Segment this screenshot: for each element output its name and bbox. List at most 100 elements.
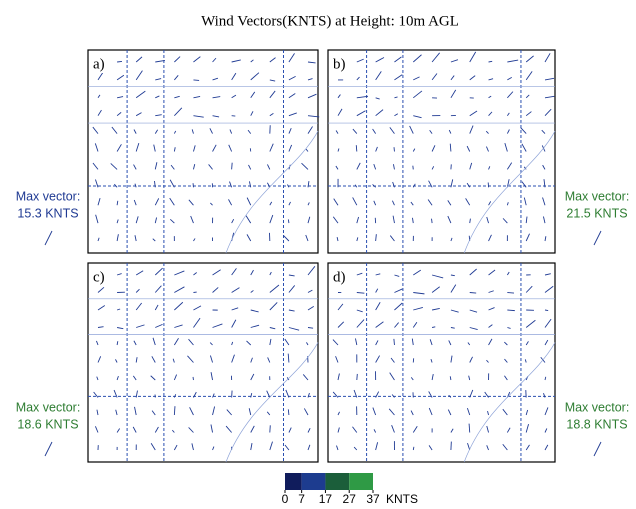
wind-vector — [305, 148, 309, 152]
wind-vector — [337, 148, 340, 152]
coastline — [463, 131, 556, 254]
wind-vector — [246, 234, 252, 242]
wind-vector — [135, 390, 138, 398]
wind-vector — [543, 393, 546, 398]
wind-vector — [468, 375, 471, 381]
wind-vector — [133, 164, 137, 170]
wind-vector — [169, 197, 175, 206]
wind-vector — [504, 358, 508, 363]
wind-vector — [174, 56, 181, 63]
wind-vector — [113, 389, 118, 398]
wind-vector — [356, 76, 360, 81]
wind-vector — [225, 425, 232, 433]
wind-vector — [307, 181, 310, 188]
colorbar-tick-label: 17 — [319, 492, 333, 506]
wind-vector — [450, 274, 455, 277]
wind-vector — [110, 163, 118, 170]
wind-vector — [305, 234, 309, 242]
wind-vector — [250, 357, 253, 363]
wind-vector — [283, 235, 290, 242]
wind-vector — [488, 78, 494, 81]
wind-vector — [212, 287, 219, 293]
colorbar-segment — [301, 473, 326, 490]
wind-vector — [288, 75, 296, 81]
wind-vector — [250, 425, 255, 433]
wind-vector — [544, 318, 552, 328]
coastline — [225, 131, 319, 254]
wind-vector — [174, 324, 183, 328]
wind-vector — [469, 218, 471, 224]
wind-vector — [541, 129, 546, 134]
wind-vector — [335, 165, 339, 170]
wind-vector — [486, 146, 489, 152]
panel-frame — [327, 262, 556, 463]
wind-vector — [506, 271, 510, 276]
wind-vector — [116, 200, 119, 206]
wind-vector — [392, 181, 395, 188]
wind-vector — [524, 359, 527, 363]
wind-vector — [525, 423, 529, 433]
wind-vector — [394, 274, 400, 277]
wind-vector — [413, 306, 423, 311]
wind-vector — [212, 144, 217, 152]
wind-vector — [152, 238, 156, 242]
wind-vector — [335, 130, 339, 134]
wind-vector — [467, 342, 471, 346]
wind-vector — [247, 129, 252, 134]
wind-vector — [307, 444, 311, 451]
wind-vector — [507, 91, 514, 99]
wind-vector — [449, 376, 452, 381]
max-vector-arrow — [593, 441, 602, 457]
wind-vector — [307, 392, 310, 398]
wind-vector — [269, 271, 272, 276]
wind-vector — [394, 288, 403, 293]
wind-vector — [307, 78, 313, 81]
wind-vector — [135, 56, 143, 63]
wind-vector — [469, 75, 476, 81]
wind-vector — [212, 406, 216, 416]
wind-vector — [411, 338, 414, 346]
wind-vector — [287, 353, 290, 363]
panel-label: a) — [93, 56, 105, 72]
wind-vector — [375, 391, 380, 398]
wind-vector — [431, 274, 444, 279]
wind-vector — [231, 268, 237, 276]
wind-vector — [431, 374, 434, 381]
wind-vector — [353, 446, 358, 451]
wind-vector — [288, 127, 292, 134]
max-vector-arrow — [593, 230, 602, 246]
wind-vector — [525, 94, 530, 99]
wind-vector — [307, 427, 311, 433]
wind-vector — [429, 129, 433, 134]
wind-vector — [506, 129, 510, 134]
wind-vector — [154, 285, 162, 293]
wind-vector — [352, 197, 358, 206]
wind-vector — [507, 76, 512, 81]
wind-vector — [392, 215, 395, 224]
wind-vector — [413, 292, 425, 295]
wind-vector — [117, 327, 124, 330]
max-vector-value: 15.3 KNTS — [17, 206, 78, 220]
wind-vector — [97, 71, 104, 81]
wind-vector — [504, 375, 508, 381]
wind-vector — [116, 74, 125, 81]
wind-vector — [337, 427, 340, 433]
wind-vector — [246, 340, 252, 346]
wind-vector — [287, 409, 290, 416]
wind-vector — [229, 181, 233, 188]
wind-vector — [267, 164, 271, 170]
wind-vector — [337, 373, 340, 381]
wind-vector — [171, 429, 175, 433]
wind-vector — [488, 60, 493, 63]
wind-vector — [151, 356, 156, 363]
wind-vector — [335, 356, 339, 363]
wind-vector — [488, 234, 492, 242]
wind-vector — [135, 216, 139, 224]
panels: a) Max vector: 15.3 KNTS b) Max vector: 21.5 … — [16, 49, 629, 463]
wind-vector — [507, 327, 511, 329]
wind-vector — [450, 309, 459, 313]
wind-vector — [97, 356, 102, 363]
wind-vector — [193, 305, 202, 311]
wind-vector — [212, 323, 223, 328]
wind-vector — [250, 91, 256, 99]
